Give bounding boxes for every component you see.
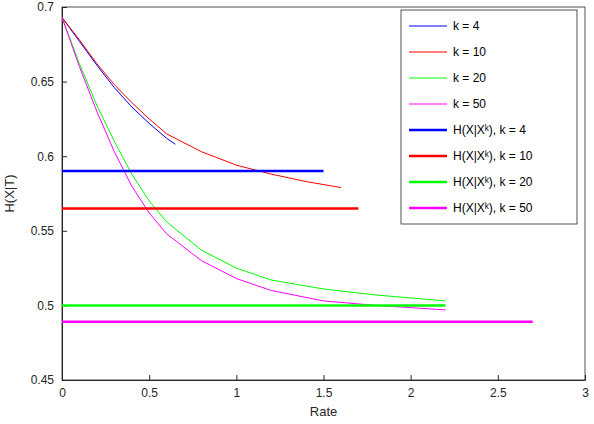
tick-label: 1.5 [316, 386, 333, 400]
legend-swatch [409, 155, 447, 158]
y-axis-title: H(X|T) [2, 174, 17, 212]
series-line [62, 17, 446, 309]
tick: 0.45 [31, 373, 67, 387]
legend-label: H(X|Xᵏ), k = 50 [453, 201, 533, 215]
axis-line [62, 8, 63, 381]
tick-label: 2 [408, 386, 415, 400]
tick-mark [149, 375, 150, 380]
plot-frame [62, 7, 585, 380]
tick: 1.5 [316, 375, 333, 400]
tick-mark [62, 231, 67, 232]
tick-label: 0.7 [37, 0, 54, 14]
legend-swatch [409, 181, 447, 184]
legend-label: k = 4 [453, 19, 480, 33]
tick-mark [62, 380, 67, 381]
tick-mark [585, 375, 586, 380]
tick-mark [411, 375, 412, 380]
plot-area: 00.511.522.530.450.50.550.60.650.7k = 4k… [31, 0, 590, 399]
series-line [62, 17, 446, 300]
tick-mark [498, 375, 499, 380]
tick-label: 3 [582, 386, 589, 400]
legend-label: H(X|Xᵏ), k = 20 [453, 175, 533, 189]
axis-line [63, 380, 586, 381]
tick-label: 0.6 [37, 150, 54, 164]
legend-swatch [409, 78, 447, 79]
tick-label: 0 [59, 386, 66, 400]
legend: k = 4 k = 10 k = 20 k = 50 H(X|Xᵏ), k = 4 H(X… [401, 10, 577, 224]
tick: 0.5 [141, 375, 158, 400]
tick: 0.7 [37, 0, 67, 14]
tick: 1 [233, 375, 240, 400]
tick: 0.65 [31, 75, 67, 89]
tick-mark [62, 7, 67, 8]
tick-label: 2.5 [490, 386, 507, 400]
legend-swatch [409, 207, 447, 210]
tick-label: 0.55 [31, 224, 55, 238]
series-line [62, 17, 175, 144]
tick-label: 0.65 [31, 75, 55, 89]
tick: 0.6 [37, 150, 67, 164]
tick: 2 [408, 375, 415, 400]
x-axis-title: Rate [310, 404, 337, 419]
tick: 2.5 [490, 375, 507, 400]
legend-label: H(X|Xᵏ), k = 4 [453, 123, 526, 137]
series-line [62, 170, 324, 173]
tick-label: 0.45 [31, 373, 55, 387]
legend-swatch [409, 104, 447, 105]
tick-label: 1 [233, 386, 240, 400]
tick-mark [62, 82, 67, 83]
series-line [62, 17, 341, 187]
legend-swatch [409, 129, 447, 132]
legend-label: H(X|Xᵏ), k = 10 [453, 149, 533, 163]
tick-mark [62, 156, 67, 157]
series-line [62, 304, 446, 307]
tick: 3 [582, 375, 589, 400]
series-line [62, 207, 358, 210]
tick: 0.55 [31, 224, 67, 238]
tick-label: 0.5 [141, 386, 158, 400]
legend-box [401, 10, 577, 224]
legend-label: k = 50 [453, 97, 486, 111]
chart: 00.511.522.530.450.50.550.60.650.7k = 4k… [0, 0, 594, 424]
legend-swatch [409, 26, 447, 27]
x-axis: 0 0.5 1 1.5 2 2.5 3 [59, 375, 589, 400]
series-line [62, 321, 533, 324]
y-axis: 0.45 0.5 0.55 0.6 0.65 0.7 [31, 0, 67, 387]
tick-mark [324, 375, 325, 380]
tick-mark [236, 375, 237, 380]
legend-label: k = 10 [453, 45, 486, 59]
legend-label: k = 20 [453, 71, 486, 85]
tick-label: 0.5 [37, 299, 54, 313]
legend-swatch [409, 52, 447, 53]
